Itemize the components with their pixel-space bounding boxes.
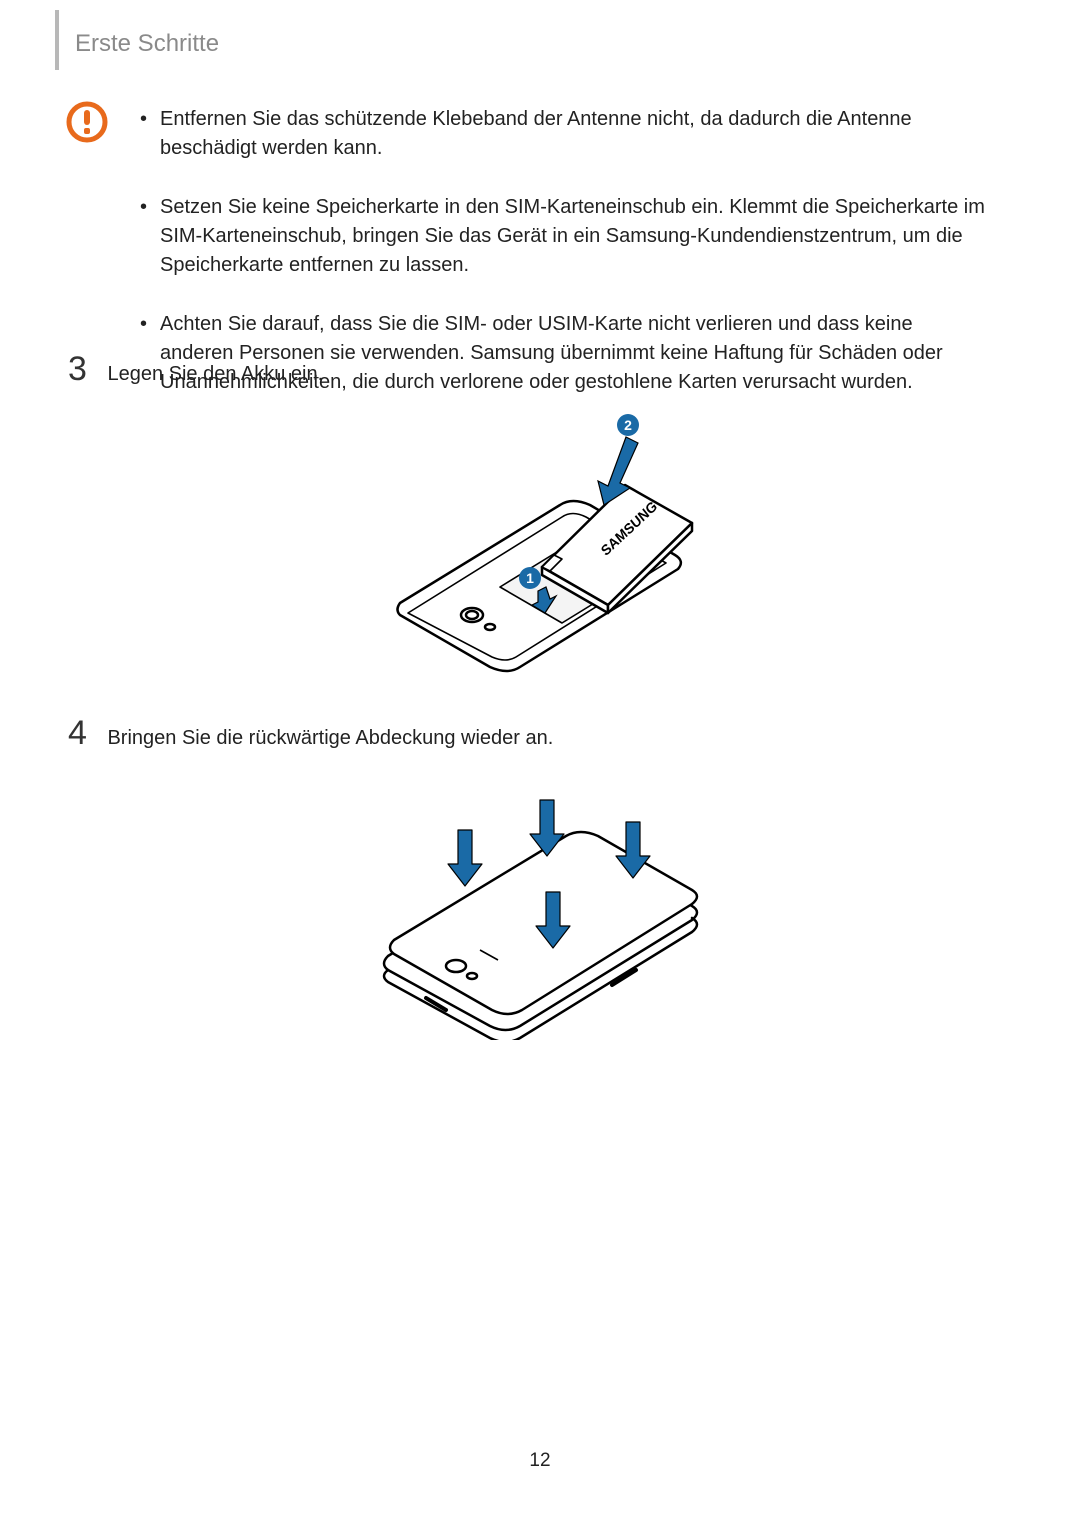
breadcrumb: Erste Schritte — [75, 30, 219, 58]
svg-text:1: 1 — [526, 570, 534, 586]
bullet-item: Entfernen Sie das schützende Klebeband d… — [140, 105, 985, 163]
step-text: Bringen Sie die rückwärtige Abdeckung wi… — [107, 727, 553, 749]
step-4: 4 Bringen Sie die rückwärtige Abdeckung … — [68, 714, 988, 753]
svg-text:2: 2 — [624, 417, 632, 433]
step-text: Legen Sie den Akku ein. — [107, 363, 323, 385]
bullet-item: Setzen Sie keine Speicherkarte in den SI… — [140, 193, 985, 280]
caution-icon — [65, 100, 109, 149]
figure-battery-insert: SAMSUNG 1 2 — [0, 405, 1080, 695]
header-rule — [55, 10, 59, 70]
arrow-down-icon — [448, 830, 482, 886]
page: Erste Schritte Entfernen Sie das schütze… — [0, 0, 1080, 1527]
step-number: 3 — [68, 350, 103, 389]
figure-cover-attach — [0, 770, 1080, 1040]
callout-2: 2 — [617, 414, 639, 436]
step-3: 3 Legen Sie den Akku ein. — [68, 350, 988, 389]
callout-1: 1 — [519, 567, 541, 589]
page-number: 12 — [0, 1450, 1080, 1472]
step-number: 4 — [68, 714, 103, 753]
